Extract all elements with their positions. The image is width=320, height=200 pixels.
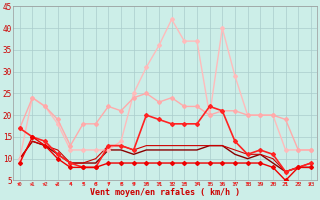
X-axis label: Vent moyen/en rafales ( km/h ): Vent moyen/en rafales ( km/h ): [90, 188, 240, 197]
